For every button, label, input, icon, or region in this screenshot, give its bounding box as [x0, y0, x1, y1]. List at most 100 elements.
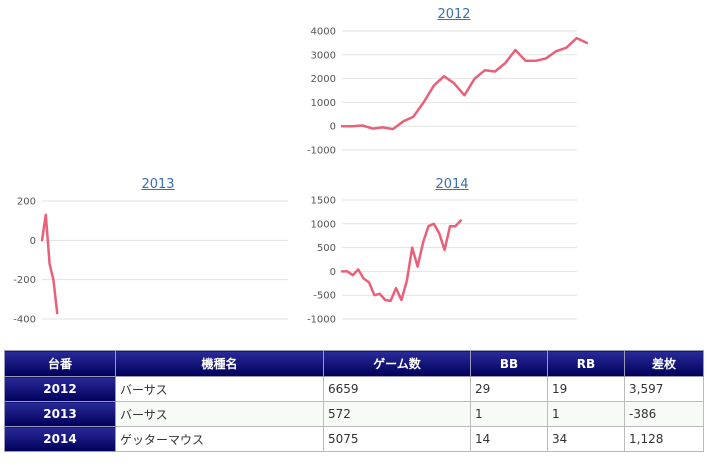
- data-point: [379, 293, 381, 295]
- rb-cell: 19: [547, 376, 625, 402]
- data-point: [45, 214, 47, 216]
- machine-name-cell: バーサス: [115, 376, 324, 402]
- y-tick-label: -1000: [307, 315, 336, 326]
- y-tick-label: 0: [330, 122, 336, 133]
- y-tick-label: 200: [17, 197, 36, 208]
- table-header-row: 台番 機種名 ゲーム数 BB RB 差枚: [4, 350, 704, 377]
- data-point: [346, 270, 348, 272]
- col-header-id: 台番: [4, 350, 116, 377]
- data-point: [384, 299, 386, 301]
- games-cell: 572: [323, 401, 471, 427]
- diff-cell: 1,128: [624, 426, 704, 452]
- y-tick-label: 0: [30, 236, 36, 247]
- data-point: [433, 223, 435, 225]
- table-row: 2013 バーサス 572 1 1 -386: [4, 401, 704, 427]
- data-point: [417, 266, 419, 268]
- data-point: [406, 280, 408, 282]
- data-point: [449, 225, 451, 227]
- data-point: [427, 225, 429, 227]
- data-point: [514, 49, 517, 51]
- y-tick-label: 0: [330, 267, 336, 278]
- line-chart-2013: -400 -200 0 200: [13, 197, 288, 326]
- y-tick-label: 1000: [311, 219, 336, 230]
- data-point: [341, 125, 343, 127]
- data-point: [341, 270, 343, 272]
- games-cell: 5075: [323, 426, 471, 452]
- chart-title-2012[interactable]: 2012: [437, 7, 471, 22]
- machine-results-table: 台番 機種名 ゲーム数 BB RB 差枚 2012 バーサス 6659 29 1…: [4, 350, 704, 452]
- y-tick-label: -400: [13, 315, 36, 326]
- y-tick-label: 1000: [311, 98, 336, 109]
- data-point: [357, 268, 359, 271]
- y-tick-label: -200: [13, 275, 36, 286]
- diff-cell: -386: [624, 401, 704, 427]
- chart-title-2013[interactable]: 2013: [141, 177, 175, 192]
- data-point: [423, 101, 425, 103]
- col-header-name: 機種名: [115, 350, 324, 377]
- data-point: [453, 82, 455, 84]
- data-point: [52, 279, 55, 281]
- machine-id-cell: 2014: [4, 426, 116, 452]
- y-tick-label: 1500: [311, 196, 336, 207]
- data-point: [363, 277, 365, 280]
- data-point: [392, 128, 394, 130]
- data-point: [586, 42, 588, 44]
- data-point: [433, 85, 435, 87]
- data-point: [56, 312, 58, 314]
- data-point: [422, 242, 424, 244]
- machine-id-cell: 2012: [4, 376, 116, 402]
- data-point: [535, 60, 537, 62]
- data-point: [504, 62, 506, 64]
- y-tick-label: 4000: [311, 27, 336, 38]
- data-point: [565, 47, 568, 49]
- data-point: [49, 263, 51, 265]
- machine-id-cell: 2013: [4, 401, 116, 427]
- data-point: [438, 232, 440, 234]
- charts-canvas: -1000 0 1000 2000 3000 4000 -400 -200 0 200 -100…: [13, 27, 589, 326]
- col-header-bb: BB: [470, 350, 548, 377]
- data-point: [390, 300, 392, 302]
- table-row: 2012 バーサス 6659 29 19 3,597: [4, 376, 704, 402]
- rb-cell: 34: [547, 426, 625, 452]
- data-point: [444, 249, 446, 251]
- y-tick-label: -500: [313, 291, 336, 302]
- data-point: [576, 37, 578, 39]
- diff-cell: 3,597: [624, 376, 704, 402]
- data-point: [402, 120, 404, 123]
- data-point: [545, 57, 547, 59]
- data-point: [555, 50, 557, 52]
- bb-cell: 29: [470, 376, 548, 402]
- line-chart-2014: -1000 -500 0 500 1000 1500: [307, 196, 577, 326]
- data-point: [395, 287, 397, 289]
- bb-cell: 14: [470, 426, 548, 452]
- data-point: [443, 75, 445, 77]
- data-point: [460, 219, 462, 222]
- y-tick-label: 3000: [311, 50, 336, 61]
- data-point: [41, 239, 43, 241]
- data-point: [382, 126, 384, 128]
- data-point: [372, 127, 374, 130]
- data-point: [525, 60, 527, 62]
- data-point: [400, 299, 402, 301]
- table-row: 2014 ゲッターマウス 5075 14 34 1,128: [4, 426, 704, 452]
- col-header-rb: RB: [547, 350, 625, 377]
- data-point: [351, 125, 353, 127]
- y-tick-label: -1000: [307, 146, 336, 157]
- data-point: [373, 294, 375, 296]
- machine-name-cell: ゲッターマウス: [115, 426, 324, 452]
- data-point: [484, 69, 486, 71]
- data-point: [494, 70, 496, 73]
- series-line: [340, 219, 463, 303]
- data-point: [412, 116, 414, 118]
- machine-name-cell: バーサス: [115, 401, 324, 427]
- col-header-games: ゲーム数: [323, 350, 471, 377]
- bb-cell: 1: [470, 401, 548, 427]
- data-point: [368, 281, 370, 283]
- rb-cell: 1: [547, 401, 625, 427]
- data-point: [352, 274, 354, 276]
- col-header-diff: 差枚: [624, 350, 704, 377]
- line-chart-2012: -1000 0 1000 2000 3000 4000: [307, 27, 589, 157]
- data-point: [361, 124, 363, 127]
- y-tick-label: 500: [317, 243, 336, 254]
- chart-title-2014[interactable]: 2014: [435, 177, 469, 192]
